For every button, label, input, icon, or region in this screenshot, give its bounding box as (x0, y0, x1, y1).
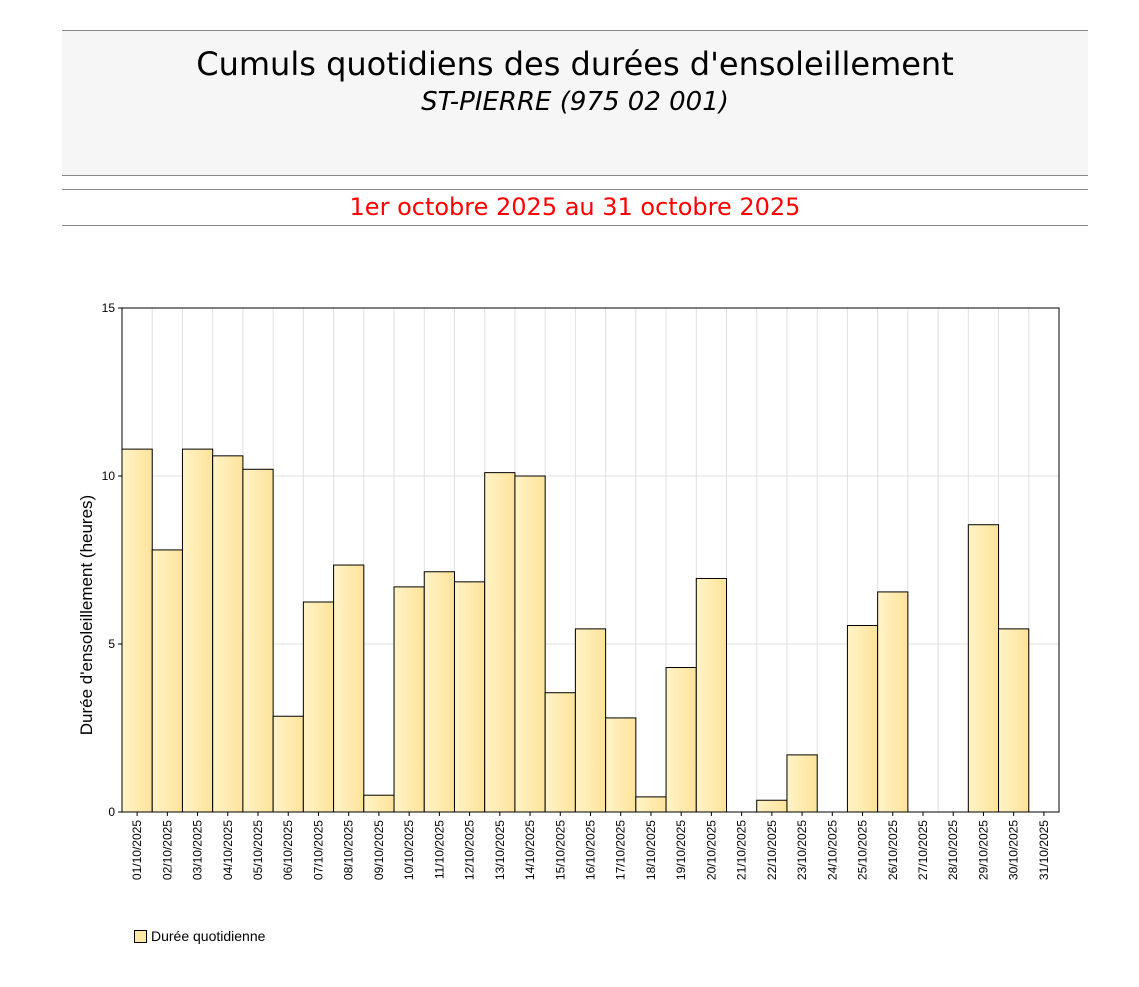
bar-11/10/2025 (423, 571, 455, 813)
x-tick-label: 27/10/2025 (916, 820, 930, 880)
bar-22/10/2025 (756, 799, 788, 813)
bar-04/10/2025 (212, 455, 244, 813)
bar-12/10/2025 (453, 581, 486, 813)
period-label: 1er octobre 2025 au 31 octobre 2025 (349, 193, 801, 221)
x-tick-label: 30/10/2025 (1007, 820, 1021, 880)
x-tick-label: 13/10/2025 (493, 820, 507, 880)
x-tick-label: 08/10/2025 (342, 820, 356, 880)
bar-06/10/2025 (272, 715, 304, 813)
header-box: Cumuls quotidiens des durées d'ensoleill… (62, 30, 1088, 176)
x-tick-label: 01/10/2025 (130, 820, 144, 880)
legend: Durée quotidienne (134, 928, 265, 944)
bars-layer (121, 448, 1030, 813)
x-tick-label: 22/10/2025 (765, 820, 779, 880)
x-tick-label: 20/10/2025 (704, 820, 718, 880)
x-tick-label: 03/10/2025 (191, 820, 205, 880)
x-tick-label: 12/10/2025 (463, 820, 477, 880)
x-tick-label: 04/10/2025 (221, 820, 235, 880)
bar-14/10/2025 (514, 475, 546, 813)
x-tick-label: 11/10/2025 (432, 820, 446, 879)
x-tick-label: 16/10/2025 (584, 820, 598, 880)
y-axis-label: Durée d'ensoleillement (heures) (77, 495, 96, 735)
x-tick-label: 14/10/2025 (523, 820, 537, 880)
x-tick-label: 26/10/2025 (886, 820, 900, 880)
y-tick-label: 0 (108, 805, 115, 819)
legend-label: Durée quotidienne (151, 928, 266, 944)
bar-08/10/2025 (333, 564, 365, 813)
x-tick-label: 18/10/2025 (644, 820, 658, 880)
x-tick-label: 28/10/2025 (946, 820, 960, 880)
bar-02/10/2025 (151, 549, 183, 813)
bar-05/10/2025 (242, 468, 274, 813)
chart-title: Cumuls quotidiens des durées d'ensoleill… (196, 45, 954, 83)
bar-29/10/2025 (967, 524, 1000, 813)
x-tick-label: 09/10/2025 (372, 820, 386, 880)
bar-26/10/2025 (877, 591, 909, 813)
x-tick-label: 21/10/2025 (735, 820, 749, 880)
bar-10/10/2025 (393, 586, 425, 813)
station-subtitle: ST-PIERRE (975 02 001) (421, 87, 729, 117)
bar-07/10/2025 (302, 601, 335, 813)
bar-15/10/2025 (544, 692, 576, 813)
x-tick-label: 15/10/2025 (553, 820, 567, 880)
bar-01/10/2025 (121, 448, 153, 813)
x-tick-label: 17/10/2025 (614, 820, 628, 880)
x-tick-label: 29/10/2025 (976, 820, 990, 880)
x-tick-label: 31/10/2025 (1037, 820, 1051, 880)
x-tick-label: 10/10/2025 (402, 820, 416, 880)
x-tick-label: 02/10/2025 (160, 820, 174, 880)
bar-19/10/2025 (665, 667, 697, 813)
bar-09/10/2025 (363, 794, 395, 813)
x-tick-label: 07/10/2025 (311, 820, 325, 880)
bar-16/10/2025 (574, 628, 607, 813)
y-tick-label: 15 (102, 301, 116, 315)
x-tick-label: 23/10/2025 (795, 820, 809, 880)
axis-layer: 0 5 10 15 01/10/2025 02/10/2025 03/10/2025 04/1… (102, 301, 1051, 880)
bar-17/10/2025 (605, 717, 637, 813)
period-box: 1er octobre 2025 au 31 octobre 2025 (62, 189, 1088, 226)
bar-25/10/2025 (846, 625, 879, 813)
legend-swatch (134, 929, 147, 943)
bar-03/10/2025 (181, 448, 214, 813)
bar-23/10/2025 (786, 754, 818, 813)
x-tick-label: 25/10/2025 (856, 820, 870, 880)
x-tick-label: 06/10/2025 (281, 820, 295, 880)
bar-20/10/2025 (695, 577, 728, 813)
x-tick-label: 19/10/2025 (674, 820, 688, 880)
bar-13/10/2025 (484, 472, 516, 813)
x-tick-label: 24/10/2025 (825, 820, 839, 880)
y-tick-label: 5 (108, 637, 115, 651)
y-tick-label: 10 (102, 469, 116, 483)
x-tick-label: 05/10/2025 (251, 820, 265, 880)
bar-30/10/2025 (998, 628, 1030, 813)
bar-18/10/2025 (635, 796, 667, 813)
